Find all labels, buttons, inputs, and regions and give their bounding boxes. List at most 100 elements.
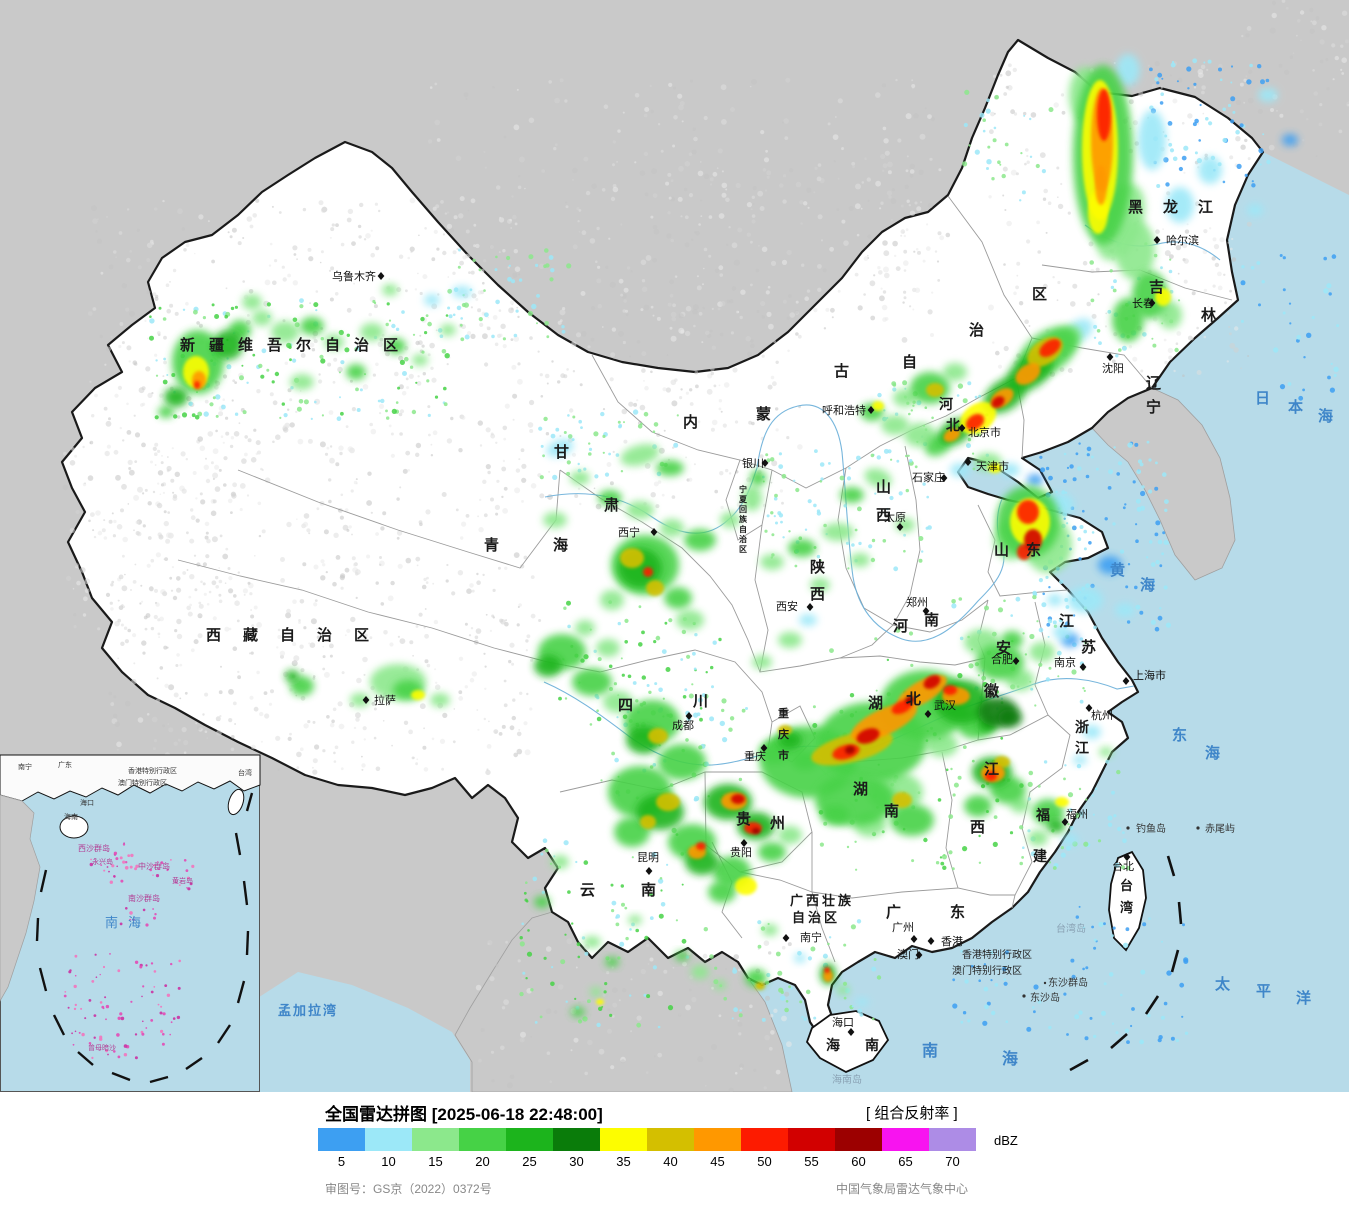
province-label: 陕西 — [810, 558, 825, 603]
radar-speckle — [922, 482, 926, 486]
radar-speckle — [588, 452, 592, 456]
radar-speckle — [443, 386, 447, 391]
radar-speckle — [1244, 173, 1248, 177]
radar-speckle — [941, 854, 948, 860]
radar-speckle — [1185, 955, 1188, 958]
radar-speckle — [987, 145, 991, 149]
radar-speckle — [966, 443, 971, 449]
radar-speckle — [1146, 556, 1149, 559]
city-label: 合肥 — [991, 652, 1013, 666]
radar-speckle — [380, 398, 385, 404]
radar-speckle — [1093, 946, 1097, 950]
radar-echo — [575, 620, 595, 636]
radar-speckle — [1022, 846, 1025, 849]
radar-speckle — [972, 452, 975, 455]
radar-echo — [822, 523, 854, 541]
radar-speckle — [983, 963, 987, 966]
radar-echo — [675, 951, 689, 961]
radar-echo — [1067, 587, 1103, 613]
radar-speckle — [494, 268, 498, 272]
radar-speckle — [241, 364, 244, 367]
radar-speckle — [905, 488, 909, 493]
radar-echo — [290, 374, 314, 390]
radar-echo — [1282, 134, 1298, 146]
radar-speckle — [1055, 490, 1058, 494]
radar-speckle — [581, 936, 586, 940]
radar-speckle — [1124, 1028, 1130, 1033]
radar-speckle — [1239, 123, 1244, 128]
radar-speckle — [564, 697, 568, 700]
radar-speckle — [921, 550, 924, 553]
radar-speckle — [584, 951, 589, 956]
radar-speckle — [886, 658, 890, 662]
radar-speckle — [531, 303, 537, 310]
radar-speckle — [1112, 926, 1116, 930]
radar-speckle — [303, 399, 309, 405]
radar-speckle — [1127, 563, 1131, 566]
radar-echo — [605, 957, 619, 967]
radar-speckle — [848, 466, 851, 470]
radar-speckle — [638, 605, 642, 609]
radar-speckle — [191, 413, 196, 418]
radar-echo — [600, 590, 624, 610]
radar-speckle — [1260, 79, 1265, 85]
city-label: 西宁 — [618, 525, 640, 539]
radar-speckle — [986, 1001, 991, 1006]
radar-speckle — [983, 986, 989, 992]
radar-speckle — [956, 394, 960, 397]
city-label: 澳门 — [897, 947, 919, 961]
city-label: 长春 — [1132, 297, 1154, 310]
radar-speckle — [567, 624, 571, 629]
radar-speckle — [627, 674, 632, 679]
radar-speckle — [1082, 509, 1085, 513]
radar-speckle — [1030, 687, 1034, 691]
radar-speckle — [778, 452, 783, 456]
radar-speckle — [1251, 183, 1256, 188]
radar-speckle — [521, 922, 524, 926]
radar-speckle — [632, 409, 639, 415]
radar-speckle — [215, 414, 219, 418]
radar-speckle — [391, 323, 396, 329]
radar-speckle — [163, 357, 167, 361]
scale-value: 55 — [804, 1154, 819, 1169]
radar-speckle — [952, 1003, 958, 1009]
radar-speckle — [1287, 382, 1292, 386]
radar-speckle — [967, 437, 972, 442]
radar-speckle — [1139, 1039, 1144, 1045]
radar-speckle — [386, 416, 390, 420]
radar-speckle — [589, 723, 593, 726]
radar-speckle — [699, 717, 703, 722]
radar-speckle — [711, 685, 714, 689]
radar-echo — [926, 383, 944, 397]
radar-speckle — [994, 94, 999, 100]
radar-speckle — [1037, 1000, 1042, 1004]
radar-speckle — [411, 409, 417, 415]
radar-speckle — [1122, 506, 1126, 510]
scale-color — [694, 1128, 741, 1151]
radar-speckle — [596, 716, 602, 722]
radar-speckle — [972, 467, 976, 471]
radar-speckle — [1230, 119, 1235, 124]
radar-speckle — [718, 637, 722, 642]
radar-speckle — [1279, 384, 1286, 390]
radar-speckle — [572, 415, 576, 419]
radar-speckle — [600, 411, 605, 417]
radar-speckle — [1162, 472, 1167, 477]
sea-label: 海 — [1002, 1049, 1018, 1068]
radar-echo — [346, 364, 366, 380]
scale-color — [412, 1128, 459, 1151]
radar-speckle — [874, 492, 877, 495]
radar-speckle — [978, 834, 981, 838]
radar-echo — [1053, 625, 1071, 639]
radar-echo — [810, 578, 830, 592]
radar-speckle — [1155, 559, 1160, 565]
radar-speckle — [388, 319, 392, 322]
radar-speckle — [604, 472, 610, 477]
scale-color — [882, 1128, 929, 1151]
radar-speckle — [1230, 96, 1236, 102]
radar-echo — [382, 284, 398, 296]
radar-speckle — [1119, 549, 1125, 554]
radar-speckle — [907, 454, 910, 457]
radar-speckle — [839, 475, 845, 481]
